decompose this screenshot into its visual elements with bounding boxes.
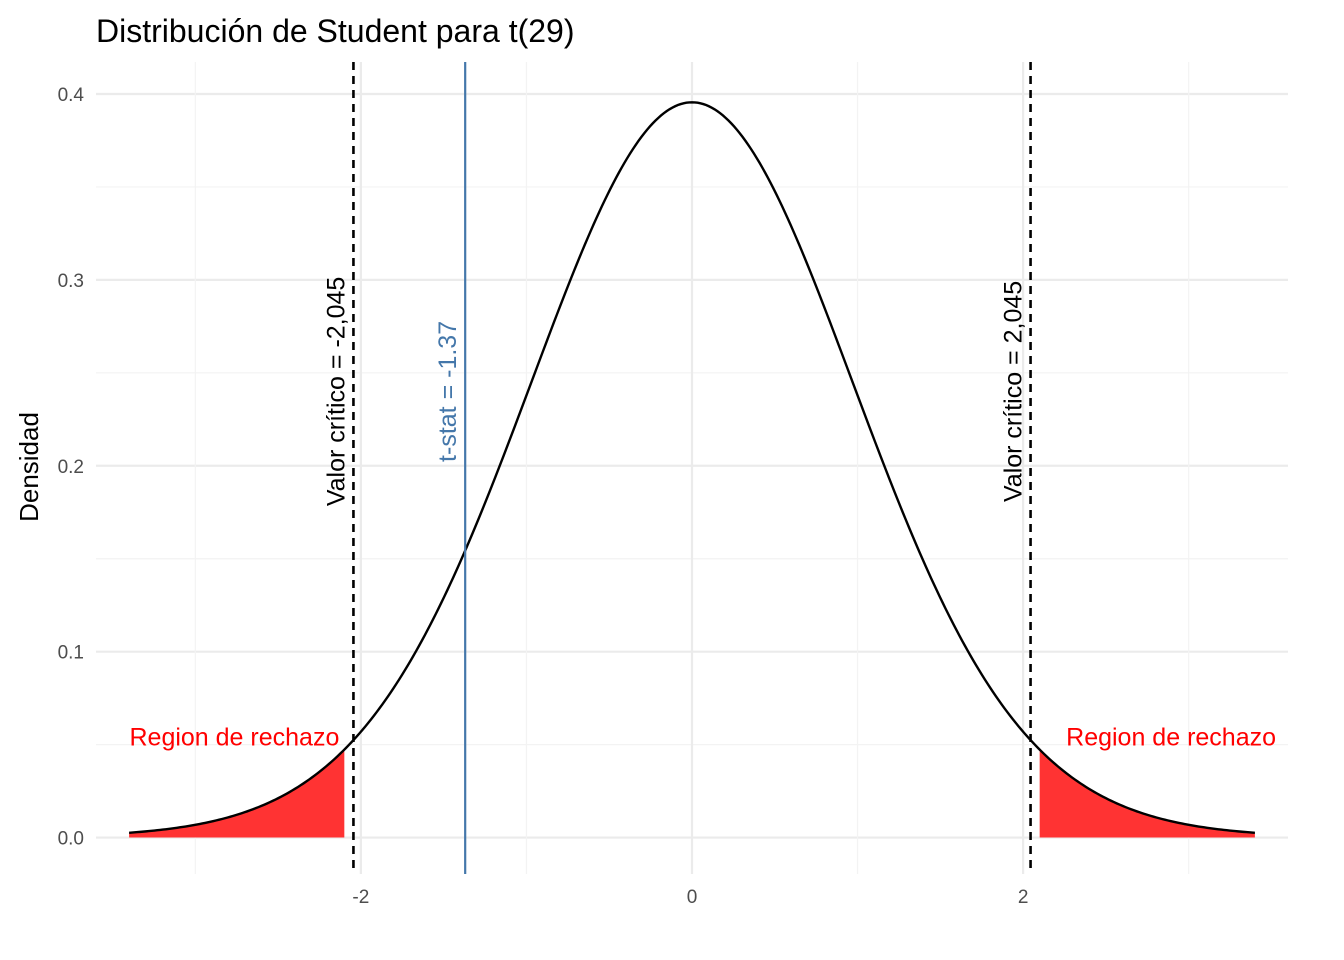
y-axis-label: Densidad: [14, 412, 44, 522]
y-tick-label: 0.3: [58, 271, 84, 292]
grid: [96, 62, 1288, 874]
annotations: Valor crítico = -2,045 Valor crítico = 2,…: [129, 277, 1276, 752]
x-tick-label: -2: [352, 887, 369, 908]
vertical-lines: [352, 62, 1032, 874]
critical-value-label: Valor crítico = -2,045: [322, 277, 350, 507]
y-tick-label: 0.1: [58, 643, 84, 664]
x-tick-label: 0: [687, 887, 698, 908]
density-curve: [129, 101, 1255, 834]
rejection-region-label: Region de rechazo: [1066, 724, 1276, 752]
y-tick-label: 0.4: [58, 85, 85, 106]
t-stat-label: t-stat = -1.37: [434, 321, 462, 462]
density-line: [129, 101, 1255, 834]
rejection-region-right: [1039, 749, 1255, 838]
axis-ticks: -2 0 2 0.0 0.1 0.2 0.3 0.4: [58, 85, 1029, 908]
critical-value-label: Valor crítico = 2,045: [1000, 281, 1028, 502]
chart-title: Distribución de Student para t(29): [96, 13, 574, 49]
rejection-regions: [129, 749, 1255, 838]
x-tick-label: 2: [1018, 887, 1029, 908]
y-tick-label: 0.0: [58, 829, 84, 850]
y-tick-label: 0.2: [58, 457, 84, 478]
rejection-region-left: [129, 749, 345, 838]
rejection-region-label: Region de rechazo: [129, 724, 339, 752]
